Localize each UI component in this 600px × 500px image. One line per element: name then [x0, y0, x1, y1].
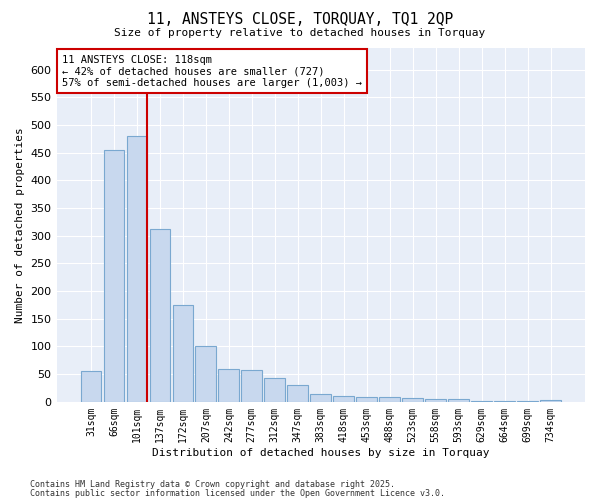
Text: Size of property relative to detached houses in Torquay: Size of property relative to detached ho…	[115, 28, 485, 38]
Bar	[310, 394, 331, 402]
Bar	[403, 398, 423, 402]
Bar	[425, 399, 446, 402]
Bar	[379, 398, 400, 402]
Text: 11, ANSTEYS CLOSE, TORQUAY, TQ1 2QP: 11, ANSTEYS CLOSE, TORQUAY, TQ1 2QP	[147, 12, 453, 28]
Bar	[104, 150, 124, 402]
Bar	[540, 400, 561, 402]
Bar	[265, 378, 285, 402]
Bar	[173, 305, 193, 402]
Text: Contains HM Land Registry data © Crown copyright and database right 2025.: Contains HM Land Registry data © Crown c…	[30, 480, 395, 489]
Bar	[334, 396, 354, 402]
Bar	[127, 136, 147, 402]
Bar	[149, 229, 170, 402]
Text: Contains public sector information licensed under the Open Government Licence v3: Contains public sector information licen…	[30, 488, 445, 498]
Text: 11 ANSTEYS CLOSE: 118sqm
← 42% of detached houses are smaller (727)
57% of semi-: 11 ANSTEYS CLOSE: 118sqm ← 42% of detach…	[62, 54, 362, 88]
Y-axis label: Number of detached properties: Number of detached properties	[15, 127, 25, 322]
Bar	[80, 372, 101, 402]
Bar	[448, 398, 469, 402]
Bar	[241, 370, 262, 402]
X-axis label: Distribution of detached houses by size in Torquay: Distribution of detached houses by size …	[152, 448, 490, 458]
Bar	[196, 346, 216, 402]
Bar	[287, 385, 308, 402]
Bar	[356, 398, 377, 402]
Bar	[218, 368, 239, 402]
